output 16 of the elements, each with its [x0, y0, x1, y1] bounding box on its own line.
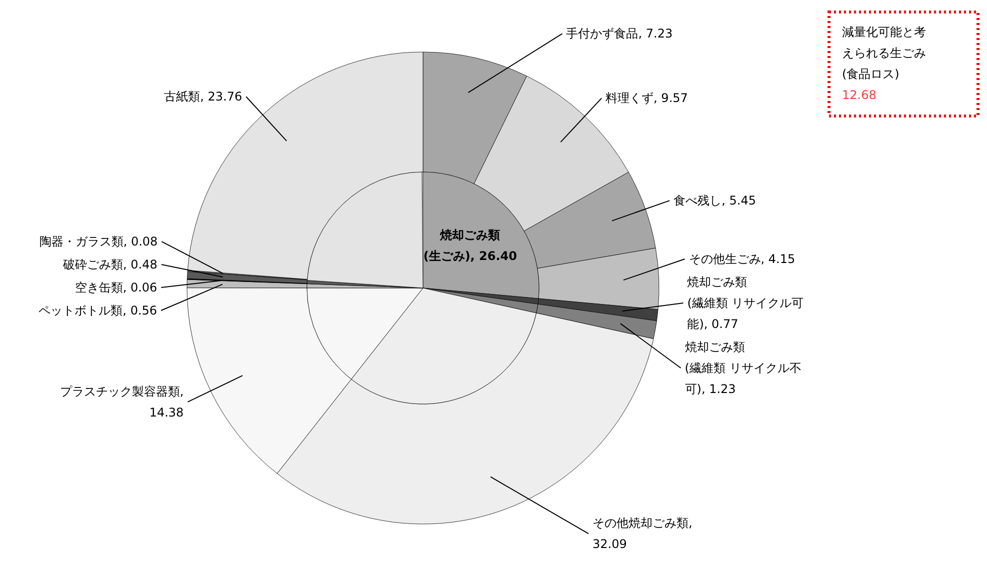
slice-label: ペットボトル類, 0.56 — [38, 304, 158, 318]
slice-label: 古紙類, 23.76 — [164, 90, 242, 104]
slice-label: 食べ残し, 5.45 — [674, 194, 756, 208]
slice-label: 焼却ごみ類(繊維類 リサイクル可能), 0.77 — [687, 275, 804, 332]
text: 12.68 — [842, 88, 876, 102]
slice-label: 空き缶類, 0.06 — [74, 280, 158, 295]
slice-label: 陶器・ガラス類, 0.08 — [39, 234, 158, 249]
slice-label: 焼却ごみ類(繊維類 リサイクル不可), 1.23 — [684, 340, 802, 396]
text: 焼却ごみ類(生ごみ), 26.40 — [423, 228, 518, 264]
slice-label: プラスチック製容器類, 14.38 — [60, 384, 184, 420]
slice-label: 料理くず, 9.57 — [606, 91, 688, 106]
slice-label: その他生ごみ, 4.15 — [688, 252, 796, 266]
slice-label: 破砕ごみ類, 0.48 — [62, 258, 158, 272]
slice-label: その他焼却ごみ類, 32.09 — [592, 516, 692, 552]
slice-label: 手付かず食品, 7.23 — [566, 26, 673, 41]
text: 減量化可能と考えられる生ごみ(食品ロス) — [842, 25, 926, 81]
